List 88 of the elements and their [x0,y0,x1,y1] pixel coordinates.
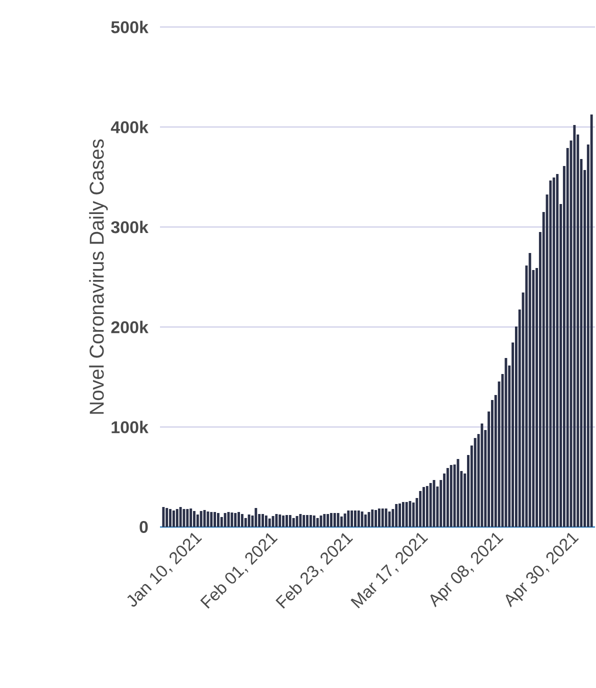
bar [426,486,429,527]
bar [552,178,556,527]
bar [573,125,576,527]
bar [358,510,360,527]
bar [408,500,412,527]
bar [344,513,346,527]
bar [306,514,309,527]
bar [299,514,302,527]
bar [265,515,268,527]
bar [217,512,220,527]
bar [193,510,196,527]
bar [382,508,384,527]
bar [384,508,388,527]
bar [395,504,398,527]
bar [172,510,176,527]
bar [169,508,172,527]
bar [210,512,213,527]
bar [340,516,343,527]
bar [330,512,333,527]
bar [474,438,476,527]
bar [206,511,210,527]
bar [406,502,408,527]
bar [422,486,426,527]
bar [412,502,415,527]
bar [262,514,264,527]
y-tick-label: 200k [111,320,149,334]
bar [278,514,282,527]
bar [402,502,405,527]
bar [419,490,422,527]
y-tick-label: 100k [112,420,149,434]
bar [347,510,350,527]
bar [289,514,292,527]
bar [368,512,370,527]
bar [224,512,226,527]
bar [179,506,182,527]
bar [272,516,274,527]
bar [549,180,552,527]
y-tick-label: 0 [140,520,148,534]
bar [316,518,319,527]
bar [326,514,330,527]
bar [186,508,189,527]
bar [244,518,247,527]
bar [292,518,295,527]
bar [313,515,316,527]
bar [214,512,216,527]
bar [286,514,288,527]
bar [166,508,168,527]
bar [446,468,450,527]
bar [162,506,165,527]
bar [254,508,258,527]
bar [176,508,178,527]
bar [200,510,202,527]
bar [337,512,340,527]
bar [220,516,224,527]
bar [350,510,354,527]
bar [302,514,306,527]
bar [282,515,285,527]
bar [556,174,559,527]
y-axis-title: Novel Coronavirus Daily Cases [89,139,108,414]
bar [190,508,192,527]
bar [203,510,206,527]
bar [310,514,312,527]
bar [450,464,452,527]
bar [238,512,240,527]
bar [334,512,336,527]
bar [323,514,326,527]
bar [275,514,278,527]
bar [234,512,237,527]
bar [590,114,593,527]
y-tick-label: 500k [111,20,149,34]
bar [230,512,234,527]
bar [504,358,508,527]
bar [398,503,402,527]
bar [371,509,374,527]
y-tick-label: 300k [111,220,149,234]
y-tick-label: 400k [111,120,149,134]
bar [374,510,378,527]
bar [241,514,244,527]
bar [429,482,432,527]
bar [248,514,250,527]
bar [182,508,186,527]
bar [480,423,484,527]
bar [268,518,271,527]
bar [378,508,381,527]
bar [196,514,200,527]
bar [360,511,364,527]
bar [528,253,532,527]
bar [354,510,357,527]
